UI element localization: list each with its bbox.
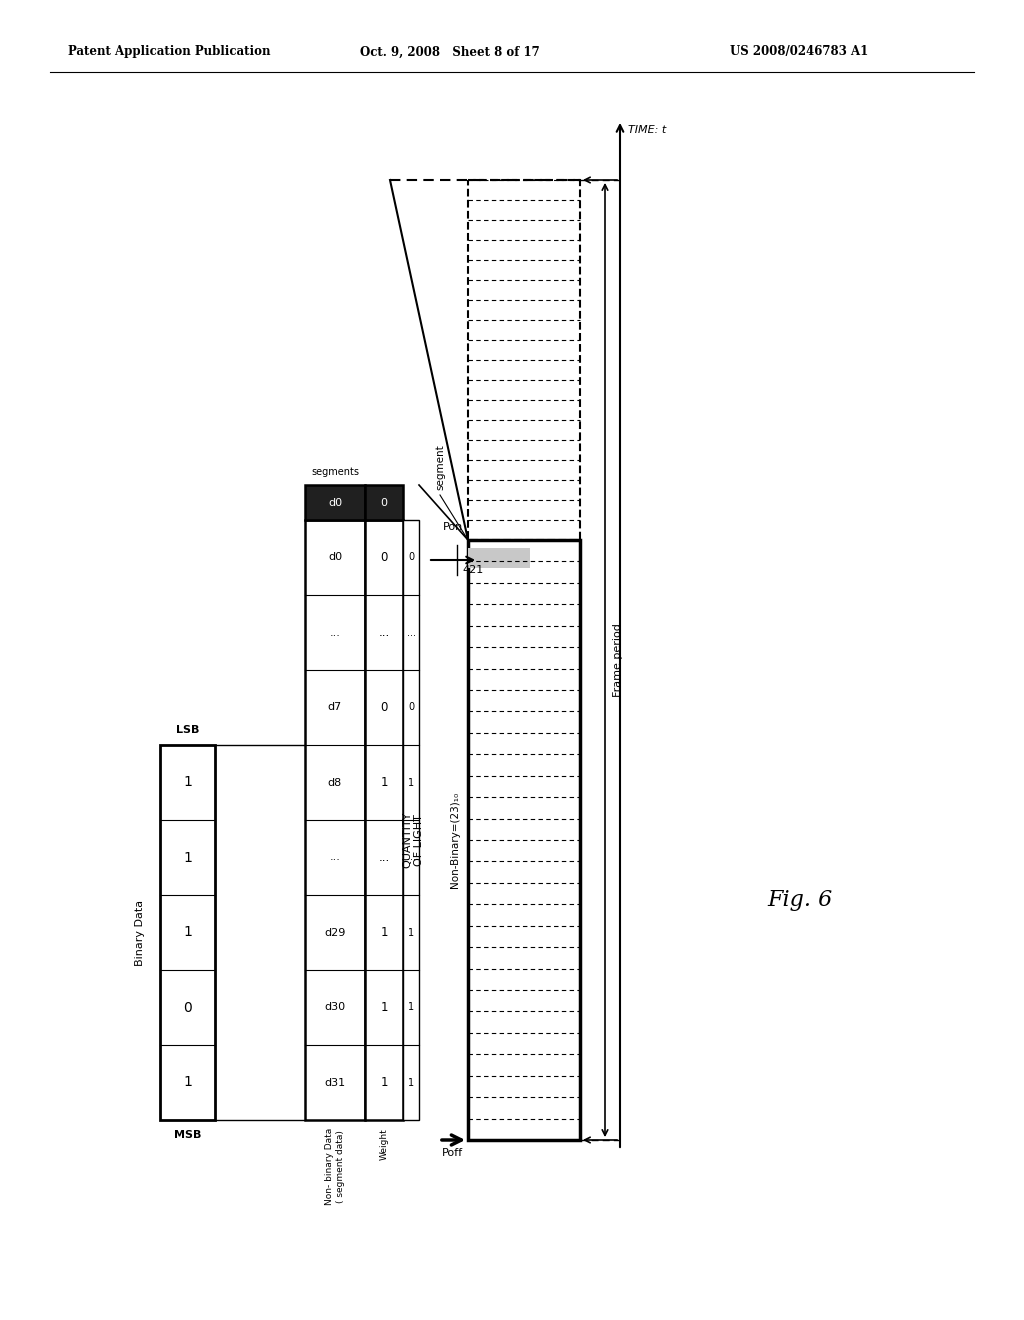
Text: ...: ... (330, 627, 340, 638)
Text: ...: ... (407, 627, 416, 638)
Bar (403, 520, 419, 1119)
Text: d0: d0 (328, 498, 342, 507)
Text: 0: 0 (408, 702, 414, 713)
Text: 1: 1 (183, 1076, 191, 1089)
Text: 0: 0 (408, 553, 414, 562)
Text: ...: ... (379, 851, 389, 865)
Bar (160, 744, 215, 1119)
Text: 0: 0 (380, 550, 388, 564)
Text: 1: 1 (408, 928, 414, 937)
Bar (305, 520, 365, 1119)
Text: d0: d0 (328, 553, 342, 562)
Text: 0: 0 (380, 701, 388, 714)
Text: 1: 1 (408, 1002, 414, 1012)
Bar (365, 520, 403, 1119)
Text: 0: 0 (381, 498, 387, 507)
Text: Fig. 6: Fig. 6 (767, 888, 833, 911)
Text: 1: 1 (183, 925, 191, 940)
Text: US 2008/0246783 A1: US 2008/0246783 A1 (730, 45, 868, 58)
Text: ...: ... (379, 626, 389, 639)
Text: 1: 1 (408, 777, 414, 788)
Text: Weight: Weight (380, 1129, 388, 1160)
Text: d31: d31 (325, 1077, 345, 1088)
Text: Binary Data: Binary Data (135, 899, 145, 965)
Text: 1: 1 (380, 776, 388, 789)
Text: 1: 1 (380, 1001, 388, 1014)
Bar (468, 540, 580, 1140)
Text: 0: 0 (183, 1001, 191, 1015)
Text: TIME: t: TIME: t (628, 125, 667, 135)
Text: 1: 1 (183, 850, 191, 865)
Text: Pon: Pon (442, 521, 463, 532)
Text: d8: d8 (328, 777, 342, 788)
Text: segment: segment (435, 445, 445, 490)
Text: LSB: LSB (176, 725, 200, 735)
Text: ...: ... (330, 853, 340, 862)
Text: Frame period: Frame period (613, 623, 623, 697)
Bar (468, 180, 580, 540)
Text: Oct. 9, 2008   Sheet 8 of 17: Oct. 9, 2008 Sheet 8 of 17 (360, 45, 540, 58)
Text: Patent Application Publication: Patent Application Publication (68, 45, 270, 58)
Text: QUANTITY
OF LIGHT: QUANTITY OF LIGHT (402, 812, 424, 869)
Text: 1: 1 (183, 776, 191, 789)
Text: d30: d30 (325, 1002, 345, 1012)
Bar (468, 548, 529, 568)
Text: d29: d29 (325, 928, 346, 937)
Text: segments: segments (311, 467, 359, 477)
Text: Non- binary Data
( segment data): Non- binary Data ( segment data) (326, 1129, 345, 1205)
Text: 1: 1 (380, 927, 388, 939)
Text: Poff: Poff (442, 1148, 463, 1158)
Text: ...: ... (407, 853, 416, 862)
Text: d7: d7 (328, 702, 342, 713)
Bar (365, 484, 403, 520)
Text: 421: 421 (462, 565, 483, 576)
Text: 1: 1 (380, 1076, 388, 1089)
Text: MSB: MSB (174, 1130, 201, 1140)
Bar (305, 484, 365, 520)
Text: 1: 1 (408, 1077, 414, 1088)
Text: Non-Binary=(23)₁₀: Non-Binary=(23)₁₀ (450, 792, 460, 888)
